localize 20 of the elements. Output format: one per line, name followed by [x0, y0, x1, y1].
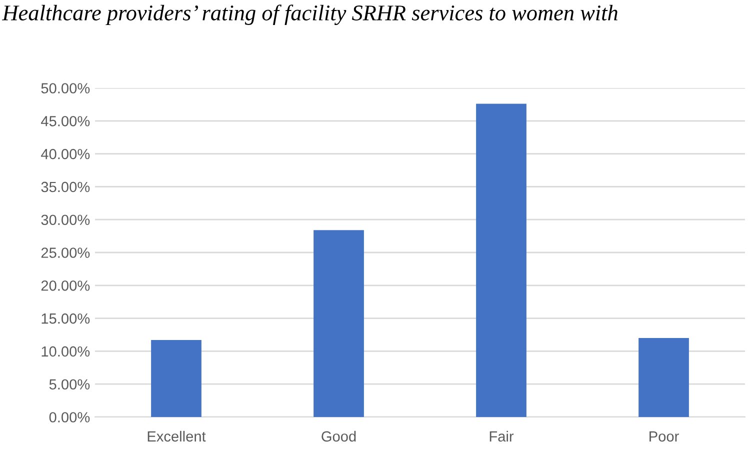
x-tick-label: Fair	[490, 430, 514, 442]
chart-title: Healthcare providers’ rating of facility SRHR services to women with	[2, 4, 618, 26]
x-tick-label: Poor	[650, 431, 679, 442]
y-tick-label: 40.00%	[41, 148, 90, 160]
bar	[638, 338, 689, 417]
y-tick-label: 10.00%	[42, 346, 90, 357]
x-tick-label: Excellent	[148, 430, 206, 442]
y-tick-label: 50.00%	[41, 83, 90, 94]
y-tick-label: 5.00%	[49, 379, 90, 390]
bar	[476, 104, 526, 417]
y-tick-label: 30.00%	[41, 214, 90, 226]
y-tick-label: 25.00%	[41, 248, 90, 258]
bar	[314, 230, 364, 417]
x-tick-label: Good	[322, 430, 356, 442]
bar	[151, 340, 202, 417]
y-tick-label: 15.00%	[42, 313, 90, 324]
y-tick-label: 35.00%	[41, 182, 90, 192]
y-tick-label: 45.00%	[41, 116, 90, 126]
y-tick-label: 0.00%	[49, 412, 90, 422]
y-tick-label: 20.00%	[41, 280, 90, 291]
